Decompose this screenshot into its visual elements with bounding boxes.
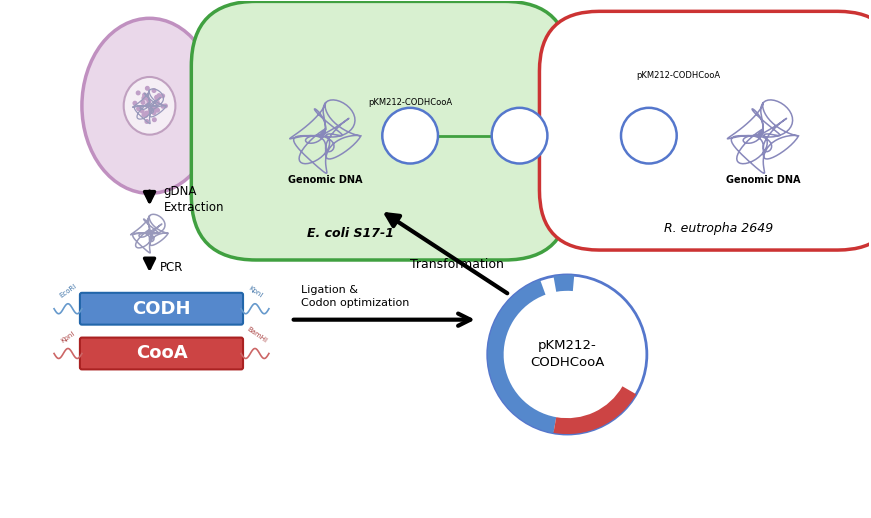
Circle shape (133, 102, 137, 105)
Wedge shape (553, 275, 574, 292)
Circle shape (145, 96, 149, 100)
Circle shape (152, 118, 156, 122)
Wedge shape (553, 386, 636, 434)
Text: KpnI: KpnI (247, 285, 263, 299)
Wedge shape (488, 280, 557, 433)
Circle shape (147, 100, 151, 103)
Circle shape (148, 109, 152, 112)
Circle shape (155, 95, 159, 99)
Ellipse shape (82, 18, 217, 193)
FancyBboxPatch shape (192, 2, 570, 260)
Text: R. eutropha 2649: R. eutropha 2649 (664, 222, 773, 235)
Text: Transformation: Transformation (410, 258, 504, 271)
Circle shape (152, 106, 155, 109)
Text: CODH: CODH (132, 300, 191, 318)
Circle shape (161, 105, 165, 108)
Circle shape (149, 105, 152, 109)
Circle shape (142, 96, 145, 100)
Circle shape (382, 108, 438, 164)
Circle shape (144, 113, 148, 117)
Text: Genomic DNA: Genomic DNA (726, 176, 800, 185)
Ellipse shape (124, 77, 175, 135)
Circle shape (492, 108, 547, 164)
Text: E. coli S17-1: E. coli S17-1 (307, 227, 394, 240)
Circle shape (156, 97, 159, 100)
Text: EcoRI: EcoRI (58, 283, 78, 299)
Circle shape (156, 108, 159, 112)
Text: PCR: PCR (159, 262, 183, 275)
Text: pKM212-CODHCooA: pKM212-CODHCooA (637, 71, 720, 80)
Circle shape (145, 104, 149, 107)
Circle shape (156, 101, 159, 105)
Circle shape (145, 87, 149, 90)
Circle shape (161, 94, 165, 98)
Circle shape (145, 120, 149, 123)
Circle shape (154, 107, 158, 111)
FancyBboxPatch shape (80, 338, 243, 369)
Circle shape (621, 108, 677, 164)
Circle shape (141, 100, 145, 104)
Circle shape (157, 94, 161, 97)
Circle shape (137, 107, 140, 110)
Text: pKM212-CODHCooA: pKM212-CODHCooA (368, 98, 452, 107)
Circle shape (152, 89, 156, 92)
Text: Ligation &
Codon optimization: Ligation & Codon optimization (300, 285, 409, 308)
Circle shape (140, 109, 144, 113)
Circle shape (152, 111, 156, 114)
FancyBboxPatch shape (80, 293, 243, 325)
Circle shape (145, 111, 148, 115)
Text: KpnI: KpnI (60, 330, 76, 343)
Circle shape (143, 93, 146, 97)
Circle shape (164, 104, 167, 108)
Circle shape (488, 275, 647, 434)
Circle shape (142, 113, 145, 117)
Circle shape (137, 91, 140, 95)
Text: Genomic DNA: Genomic DNA (288, 176, 363, 185)
Text: BamHI: BamHI (246, 325, 268, 343)
Circle shape (138, 106, 142, 110)
Text: gDNA
Extraction: gDNA Extraction (164, 185, 224, 214)
Text: pKM212-
CODHCooA: pKM212- CODHCooA (530, 339, 604, 369)
Text: CooA: CooA (136, 344, 187, 363)
FancyBboxPatch shape (539, 11, 871, 250)
